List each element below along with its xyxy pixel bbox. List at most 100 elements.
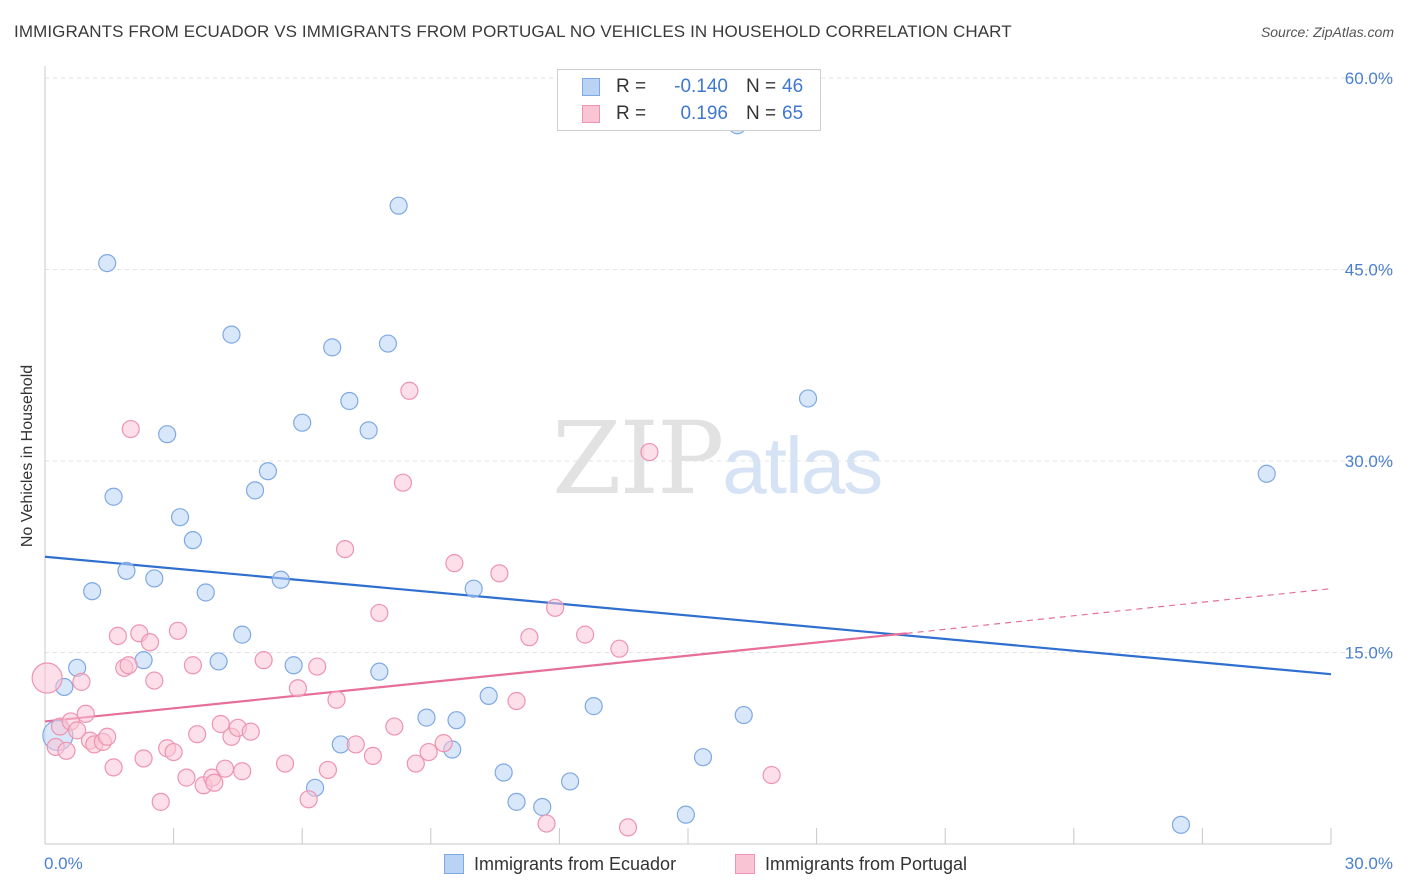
- ecuador-point: [323, 338, 342, 357]
- ecuador-point: [584, 697, 603, 716]
- legend-r-label: R =: [616, 103, 647, 124]
- ecuador-point: [104, 487, 123, 506]
- legend-n-value: 65: [782, 103, 804, 124]
- portugal-point: [31, 662, 63, 694]
- ecuador-point: [83, 582, 102, 601]
- ecuador-point: [676, 805, 695, 824]
- portugal-point: [419, 742, 438, 762]
- portugal-point: [68, 721, 87, 740]
- portugal-point: [241, 722, 260, 741]
- portugal-point: [335, 539, 355, 559]
- watermark-zip: ZIP: [552, 400, 724, 517]
- series-legend-portugal: Immigrants from Portugal: [735, 852, 967, 876]
- portugal-point: [370, 603, 389, 623]
- ecuador-point: [222, 325, 241, 344]
- portugal-point: [145, 671, 164, 690]
- ecuador-point: [389, 196, 408, 215]
- trend-lines: [44, 555, 1332, 723]
- portugal-point: [546, 598, 565, 617]
- axes: [44, 66, 1332, 845]
- portugal-point: [490, 564, 509, 583]
- portugal-point: [308, 657, 327, 676]
- ecuador-point: [183, 531, 202, 550]
- ecuador-point: [417, 708, 436, 727]
- ecuador-point: [693, 748, 713, 767]
- ecuador-point: [561, 772, 580, 791]
- gridlines: [45, 77, 1393, 653]
- series-swatch-ecuador: [444, 854, 464, 874]
- ecuador-point: [284, 656, 303, 675]
- ecuador-point: [1171, 815, 1191, 834]
- chart-title: IMMIGRANTS FROM ECUADOR VS IMMIGRANTS FR…: [14, 22, 1012, 41]
- x-tick-label: 30.0%: [1345, 854, 1393, 873]
- legend-n-label: N =: [746, 76, 777, 97]
- portugal-point: [72, 672, 91, 691]
- ecuador-point: [196, 583, 215, 602]
- portugal-point: [507, 691, 526, 711]
- portugal-point: [299, 790, 318, 809]
- portugal-point: [57, 741, 76, 760]
- portugal-point: [98, 727, 117, 746]
- series-label-portugal: Immigrants from Portugal: [765, 853, 968, 874]
- ecuador-point: [117, 561, 136, 580]
- portugal-point: [215, 759, 235, 778]
- portugal-point: [406, 754, 425, 773]
- y-tick-label: 30.0%: [1345, 452, 1393, 471]
- portugal-point: [177, 768, 196, 787]
- portugal-point: [400, 381, 419, 400]
- legend-row-portugal: R = 0.196 N = 65: [582, 102, 803, 126]
- portugal-point: [108, 626, 127, 646]
- portugal-point: [288, 679, 308, 698]
- legend-swatch-portugal: [582, 105, 600, 123]
- ecuador-point: [378, 334, 398, 353]
- correlation-legend: R = -0.140 N = 46 R = 0.196 N = 65: [557, 69, 821, 131]
- ecuador-point: [245, 481, 265, 500]
- portugal-point: [183, 656, 202, 675]
- source-label: Source: ZipAtlas.com: [1260, 24, 1394, 40]
- ecuador-point: [359, 421, 378, 440]
- portugal-point: [762, 765, 781, 785]
- portugal-point: [327, 690, 346, 709]
- series-label-ecuador: Immigrants from Ecuador: [474, 853, 677, 874]
- portugal-point: [520, 628, 539, 647]
- portugal-point: [618, 818, 638, 837]
- series-legend-ecuador: Immigrants from Ecuador: [444, 852, 676, 876]
- portugal-point: [76, 704, 95, 723]
- x-tick-label: 0.0%: [44, 854, 83, 873]
- y-tick-label: 60.0%: [1345, 69, 1393, 88]
- legend-r-value: -0.140: [674, 76, 728, 97]
- portugal-point: [385, 717, 404, 736]
- portugal-point: [233, 762, 252, 781]
- portugal-point: [205, 773, 224, 792]
- portugal-point: [104, 758, 123, 777]
- portugal-point: [363, 746, 383, 766]
- ecuador-trend-line: [44, 555, 1332, 676]
- y-tick-label: 45.0%: [1345, 261, 1393, 280]
- ecuador-point: [447, 711, 466, 730]
- legend-swatch-ecuador: [582, 78, 600, 96]
- portugal-trend-line: [44, 632, 907, 723]
- legend-n-label: N =: [746, 103, 777, 124]
- portugal-point: [640, 442, 659, 462]
- ecuador-point: [145, 569, 164, 588]
- legend-n-value: 46: [782, 76, 804, 97]
- portugal-point: [254, 651, 273, 670]
- portugal-point: [211, 714, 230, 734]
- ecuador-point: [170, 508, 190, 527]
- tick-labels: 15.0% 30.0% 45.0% 60.0% 0.0% 30.0%: [44, 69, 1393, 873]
- portugal-point: [346, 735, 365, 754]
- portugal-point: [140, 633, 160, 652]
- portugal-point: [119, 656, 138, 675]
- portugal-point: [151, 792, 170, 811]
- ecuador-point: [479, 686, 498, 706]
- watermark-atlas: atlas: [722, 421, 883, 510]
- ecuador-point: [209, 652, 228, 671]
- portugal-point: [445, 554, 464, 573]
- data-points: [31, 116, 1276, 837]
- portugal-point: [121, 419, 140, 439]
- portugal-point: [164, 742, 183, 762]
- ecuador-point: [734, 705, 753, 725]
- portugal-trend-extension: [906, 588, 1332, 634]
- ecuador-point: [464, 579, 483, 598]
